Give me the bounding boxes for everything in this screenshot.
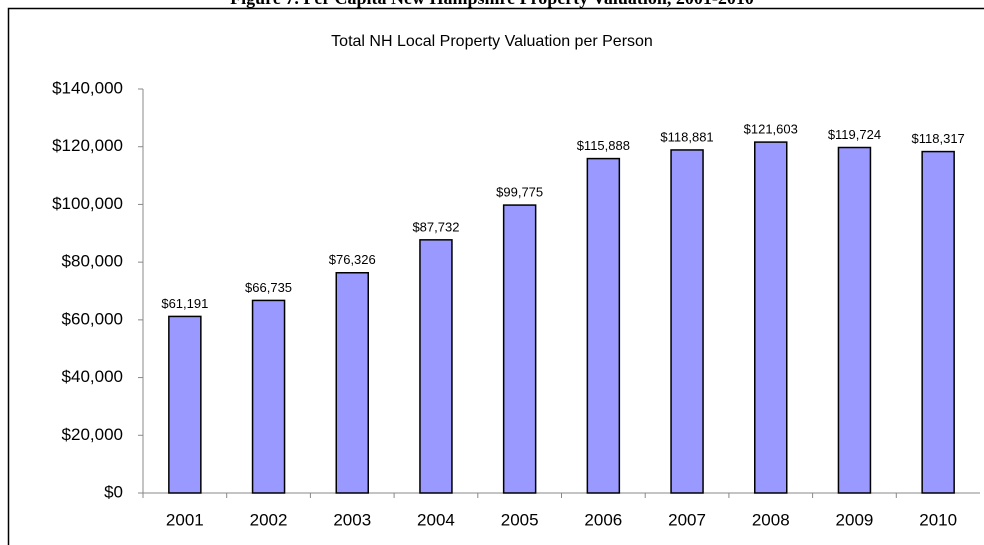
bar (921, 150, 955, 494)
y-tick-label: $40,000 (62, 367, 123, 386)
x-tick-label: 2002 (250, 510, 288, 529)
value-label: $115,888 (577, 138, 630, 153)
value-label: $61,191 (161, 296, 208, 311)
x-tick-label: 2004 (417, 510, 455, 529)
bar (335, 271, 369, 494)
y-tick-label: $100,000 (52, 194, 123, 213)
value-label: $118,317 (912, 131, 965, 146)
value-label: $76,326 (329, 252, 376, 267)
bar (837, 146, 872, 494)
bar (670, 149, 704, 494)
value-label: $121,603 (744, 122, 798, 137)
y-tick-label: $20,000 (62, 425, 123, 444)
x-tick-label: 2005 (501, 510, 539, 529)
value-label: $99,775 (496, 185, 543, 200)
bar (754, 141, 788, 494)
x-tick-label: 2001 (166, 510, 204, 529)
x-tick-label: 2010 (919, 510, 957, 529)
x-tick-label: 2009 (836, 510, 874, 529)
figure-heading: Figure 7. Per Capita New Hampshire Prope… (230, 0, 754, 8)
value-label: $66,735 (245, 280, 292, 295)
y-tick-label: $0 (104, 482, 123, 501)
x-tick-label: 2007 (668, 510, 706, 529)
y-tick-label: $60,000 (62, 309, 123, 328)
chart-title: Total NH Local Property Valuation per Pe… (331, 33, 653, 50)
value-label: $87,732 (412, 219, 459, 234)
y-tick-label: $140,000 (52, 78, 123, 97)
bar (419, 239, 453, 494)
x-tick-label: 2003 (333, 510, 371, 529)
y-tick-label: $120,000 (52, 136, 123, 155)
x-tick-label: 2006 (584, 510, 622, 529)
bar (586, 157, 621, 494)
value-label: $118,881 (660, 129, 713, 144)
bar (502, 204, 537, 494)
bar (168, 315, 202, 494)
value-label: $119,724 (828, 127, 881, 142)
chart-border (7, 7, 984, 545)
bar (251, 299, 286, 494)
x-tick-label: 2008 (752, 510, 790, 529)
y-tick-label: $80,000 (62, 252, 123, 271)
